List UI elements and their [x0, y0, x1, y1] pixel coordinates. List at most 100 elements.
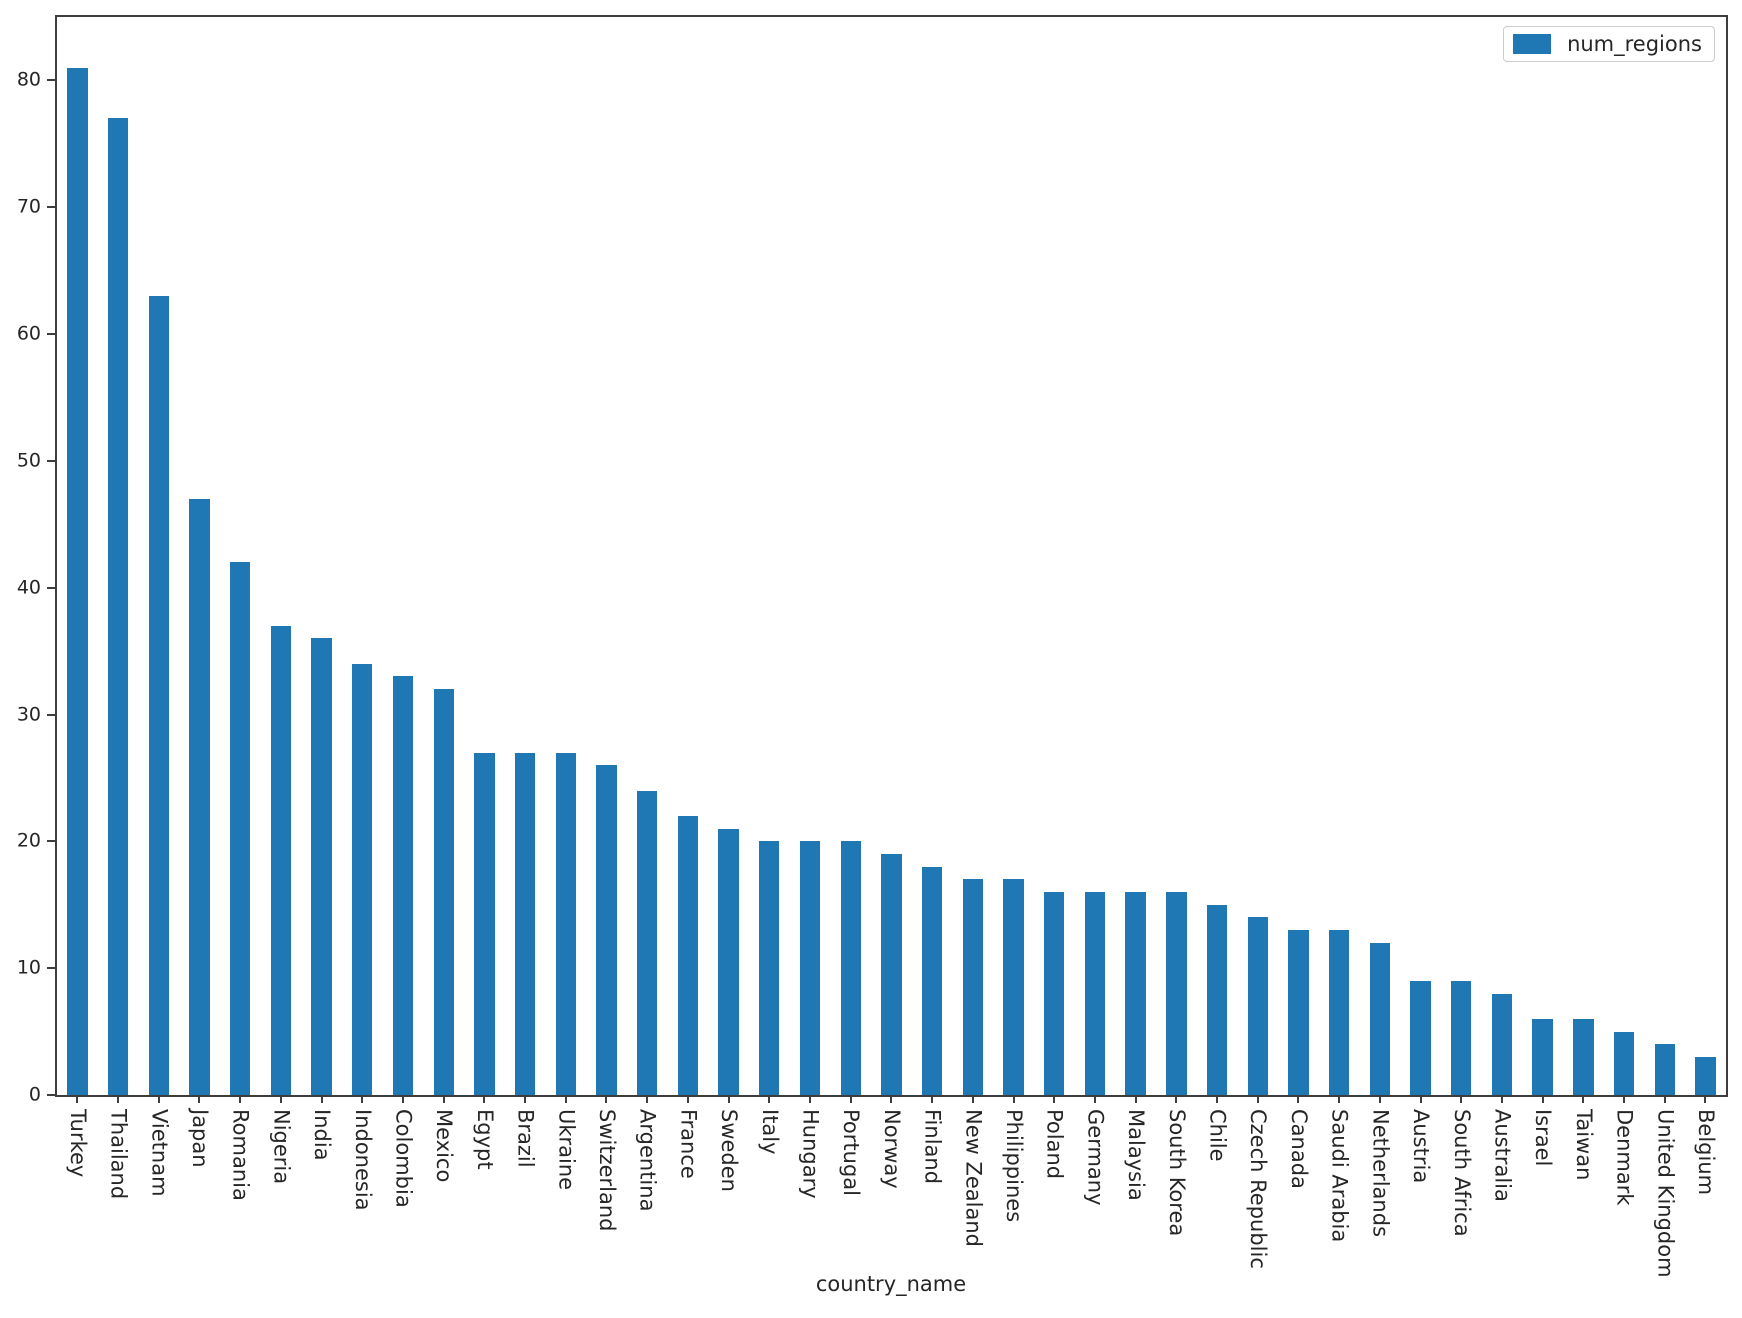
- x-label-cell: India: [301, 1109, 342, 1278]
- x-tick-mark: [1541, 1095, 1544, 1103]
- bar-slot: [1563, 17, 1604, 1095]
- x-label-new-zealand: New Zealand: [961, 1109, 986, 1247]
- x-tick-cell: [505, 1095, 546, 1103]
- x-tick-mark: [361, 1095, 364, 1103]
- x-label-cell: Brazil: [505, 1109, 546, 1278]
- x-tick-mark: [1012, 1095, 1015, 1103]
- x-tick-cell: [138, 1095, 179, 1103]
- bar-brazil: [514, 752, 536, 1095]
- x-label-cell: Indonesia: [342, 1109, 383, 1278]
- x-tick-cell: [1278, 1095, 1319, 1103]
- x-tick-cell: [1482, 1095, 1523, 1103]
- x-tick-cell: [1034, 1095, 1075, 1103]
- x-label-israel: Israel: [1531, 1109, 1556, 1167]
- x-tick-mark: [1663, 1095, 1666, 1103]
- x-tick-cell: [1563, 1095, 1604, 1103]
- bar-france: [677, 816, 699, 1095]
- x-label-switzerland: Switzerland: [594, 1109, 619, 1232]
- x-label-cell: Vietnam: [138, 1109, 179, 1278]
- x-tick-cell: [708, 1095, 749, 1103]
- bar-slot: [383, 17, 424, 1095]
- bar-philippines: [1003, 879, 1024, 1095]
- bar-slot: [912, 17, 953, 1095]
- y-tick-mark: [47, 333, 55, 336]
- x-label-taiwan: Taiwan: [1571, 1109, 1596, 1181]
- y-tick-mark: [47, 79, 55, 82]
- y-tick-mark: [47, 206, 55, 209]
- bar-italy: [759, 841, 780, 1095]
- x-label-hungary: Hungary: [798, 1109, 823, 1199]
- bar-sweden: [718, 828, 739, 1095]
- x-label-germany: Germany: [1083, 1109, 1108, 1206]
- bar-netherlands: [1369, 942, 1391, 1095]
- y-tick-label-60: 60: [16, 322, 41, 345]
- x-label-cell: Norway: [871, 1109, 912, 1278]
- bar-malaysia: [1125, 892, 1146, 1095]
- x-tick-cell: [545, 1095, 586, 1103]
- legend: num_regions: [1503, 26, 1715, 62]
- y-tick-label-10: 10: [16, 956, 41, 979]
- x-tick-mark: [198, 1095, 201, 1103]
- bar-slot: [1482, 17, 1523, 1095]
- x-label-cell: Austria: [1400, 1109, 1441, 1278]
- bar-united-kingdom: [1654, 1044, 1675, 1095]
- x-tick-cell: [912, 1095, 953, 1103]
- y-tick-label-30: 30: [16, 703, 41, 726]
- x-label-cell: Canada: [1278, 1109, 1319, 1278]
- bar-south-africa: [1451, 980, 1472, 1095]
- x-tick-cell: [1237, 1095, 1278, 1103]
- x-label-south-korea: South Korea: [1164, 1109, 1189, 1237]
- x-tick-cell: [98, 1095, 139, 1103]
- bar-colombia: [392, 676, 414, 1095]
- x-tick-cell: [749, 1095, 790, 1103]
- x-label-indonesia: Indonesia: [350, 1109, 375, 1211]
- bar-thailand: [107, 118, 129, 1095]
- x-label-cell: Denmark: [1604, 1109, 1645, 1278]
- x-label-cell: Romania: [220, 1109, 261, 1278]
- legend-label: num_regions: [1567, 32, 1702, 56]
- x-tick-cell: [790, 1095, 831, 1103]
- bar-slot: [993, 17, 1034, 1095]
- x-tick-mark: [1093, 1095, 1096, 1103]
- y-tick-mark: [47, 586, 55, 589]
- bar-new-zealand: [962, 879, 983, 1095]
- x-tick-cell: [993, 1095, 1034, 1103]
- x-label-chile: Chile: [1205, 1109, 1230, 1162]
- x-tick-mark: [279, 1095, 282, 1103]
- bar-slot: [790, 17, 831, 1095]
- x-tick-mark: [931, 1095, 934, 1103]
- x-label-denmark: Denmark: [1612, 1109, 1637, 1206]
- x-tick-cell: [423, 1095, 464, 1103]
- x-label-japan: Japan: [187, 1109, 212, 1168]
- x-tick-mark: [1704, 1095, 1707, 1103]
- x-label-canada: Canada: [1286, 1109, 1311, 1189]
- x-tick-cell: [57, 1095, 98, 1103]
- x-tick-mark: [239, 1095, 242, 1103]
- x-label-india: India: [310, 1109, 335, 1161]
- bar-slot: [179, 17, 220, 1095]
- bar-slot: [1197, 17, 1238, 1095]
- y-tick-mark: [47, 1094, 55, 1096]
- x-tick-mark: [117, 1095, 120, 1103]
- y-tick-mark: [47, 840, 55, 843]
- x-label-thailand: Thailand: [106, 1109, 131, 1200]
- bar-slot: [1115, 17, 1156, 1095]
- x-tick-mark: [1297, 1095, 1300, 1103]
- x-tick-mark: [564, 1095, 567, 1103]
- y-tick-mark: [47, 713, 55, 716]
- bar-ukraine: [555, 752, 576, 1095]
- x-tick-cell: [301, 1095, 342, 1103]
- x-tick-mark: [971, 1095, 974, 1103]
- x-label-cell: Finland: [912, 1109, 953, 1278]
- x-tick-cell: [1115, 1095, 1156, 1103]
- bar-nigeria: [270, 625, 292, 1095]
- x-tick-cell: [1360, 1095, 1401, 1103]
- x-label-cell: Germany: [1075, 1109, 1116, 1278]
- x-label-cell: Chile: [1197, 1109, 1238, 1278]
- bar-slot: [1644, 17, 1685, 1095]
- x-tick-mark: [768, 1095, 771, 1103]
- x-tick-cell: [220, 1095, 261, 1103]
- x-label-cell: Czech Republic: [1237, 1109, 1278, 1278]
- x-label-colombia: Colombia: [391, 1109, 416, 1208]
